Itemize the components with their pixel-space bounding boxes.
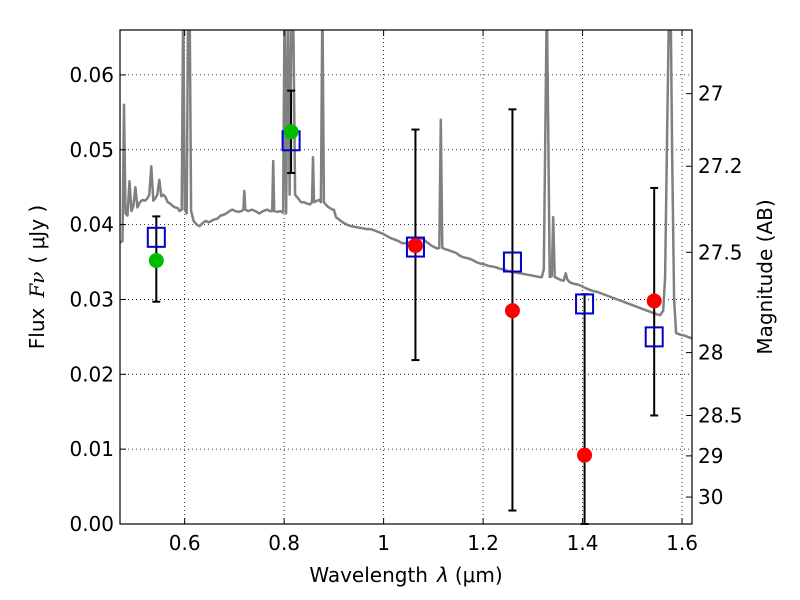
y2-tick-label: 29 (698, 444, 723, 468)
observed-point-red (407, 238, 423, 254)
y-tick-label: 0.00 (69, 512, 114, 536)
y-tick-label: 0.05 (69, 138, 114, 162)
observed-point-red (577, 447, 593, 463)
grid-lines (120, 30, 692, 524)
x-axis-label-symbol: λ (436, 563, 449, 587)
y-axis-label-prefix: Flux (25, 307, 49, 349)
y-tick-label: 0.02 (69, 362, 114, 386)
x-tick-label: 1 (377, 531, 390, 555)
model-photometry-square (405, 236, 425, 258)
x-tick-label: 1.2 (467, 531, 499, 555)
x-tick-label: 1.6 (666, 531, 698, 555)
plot-background (120, 30, 692, 524)
y2-axis-label: Magnitude (AB) (753, 199, 777, 354)
y-axis-label-symbol: Fν (25, 272, 49, 299)
y2-tick-label: 27 (698, 82, 723, 106)
model-photometry-square (644, 326, 664, 348)
model-photometry-square (575, 293, 595, 315)
x-axis-label: Wavelength λ (μm) (309, 563, 502, 587)
y-axis-label: Flux Fν ( μJy ) (25, 205, 49, 349)
errorbar-layer (146, 89, 664, 525)
x-tick-label: 0.6 (169, 531, 201, 555)
x-axis-label-prefix: Wavelength (309, 563, 428, 587)
model-spectrum-line (120, 30, 692, 340)
x-tick-label: 1.4 (567, 531, 599, 555)
observed-point-red (646, 293, 662, 309)
tick-layer: 0.6 0.8 1 1.2 1.4 1.6 0.00 0.01 0.02 0.03 0.04 0.05… (69, 30, 743, 555)
y-tick-label: 0.03 (69, 287, 114, 311)
x-axis-label-unit: (μm) (455, 563, 503, 587)
observed-point-green (283, 124, 299, 140)
y-tick-label: 0.06 (69, 63, 114, 87)
observed-point-green (148, 253, 164, 269)
y2-tick-label: 30 (698, 485, 723, 509)
model-photometry-square (502, 251, 522, 273)
y2-tick-label: 28.5 (698, 403, 743, 427)
data-layer (120, 30, 692, 340)
y-axis-label-unit: ( μJy ) (25, 205, 49, 264)
y2-tick-label: 27.2 (698, 154, 743, 178)
y-tick-label: 0.04 (69, 213, 114, 237)
y2-tick-label: 27.5 (698, 240, 743, 264)
x-tick-label: 0.8 (268, 531, 300, 555)
observed-point-red (504, 303, 520, 319)
model-photometry-square (146, 226, 166, 248)
y-tick-label: 0.01 (69, 437, 114, 461)
plot-frame (119, 29, 693, 525)
y2-tick-label: 28 (698, 341, 723, 365)
